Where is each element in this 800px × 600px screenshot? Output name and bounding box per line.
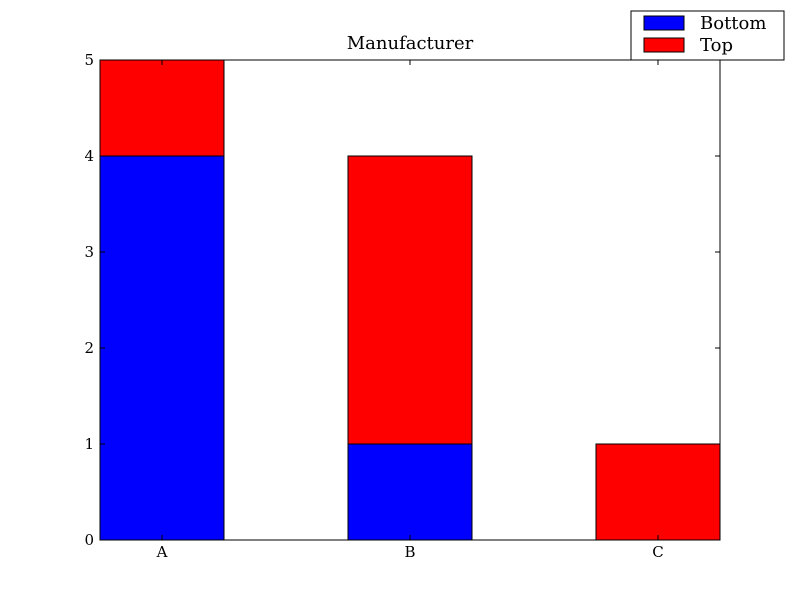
legend-swatch-top: [643, 37, 685, 53]
y-tick-label: 5: [84, 51, 94, 69]
y-tick-label: 4: [84, 147, 94, 165]
legend-swatch-bottom: [643, 15, 685, 31]
bar-top-b: [347, 155, 473, 445]
bar-top-c: [595, 443, 721, 541]
x-tick-label: C: [652, 543, 663, 561]
bar-bottom-b: [347, 443, 473, 541]
y-tick-label: 0: [84, 531, 94, 549]
bars-layer: [99, 59, 721, 541]
y-tick-label: 1: [84, 435, 94, 453]
legend-label-bottom: Bottom: [700, 13, 766, 34]
ticks-layer: A B C 0 1 2 3 4 5: [84, 51, 720, 561]
bar-top-a: [99, 59, 225, 157]
plot-frame: [99, 59, 721, 541]
y-tick-label: 2: [84, 339, 94, 357]
x-tick-label: A: [156, 543, 168, 561]
y-tick-label: 3: [84, 243, 94, 261]
x-tick-label: B: [404, 543, 415, 561]
chart-title: Manufacturer: [347, 33, 474, 54]
bar-bottom-a: [99, 155, 225, 541]
legend-label-top: Top: [700, 35, 733, 56]
